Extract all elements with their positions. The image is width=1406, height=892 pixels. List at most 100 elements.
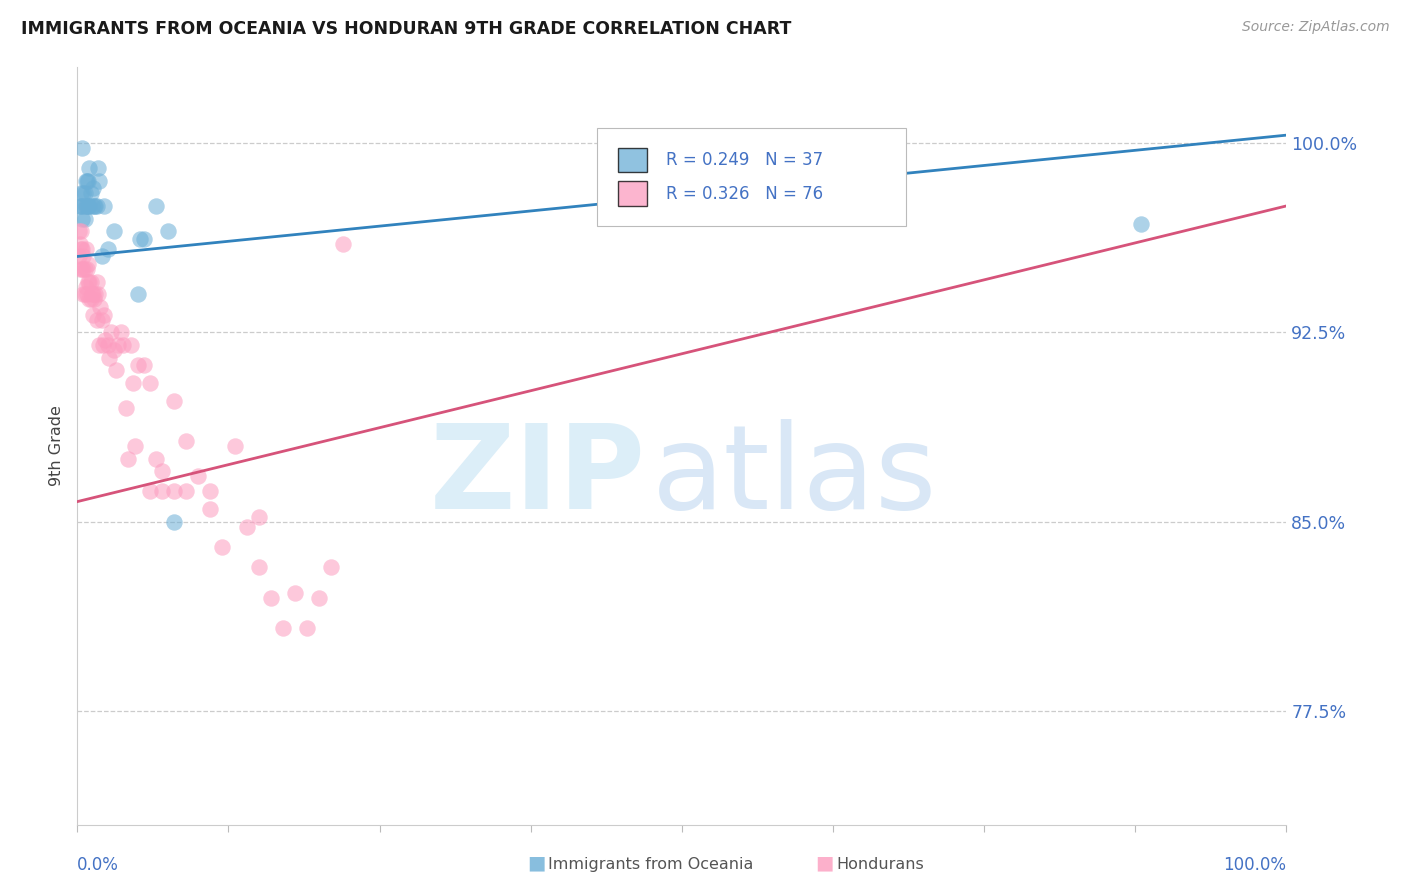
Point [792,186,814,201]
Point [139,376,162,390]
Point [235,520,257,534]
Point [86,312,108,326]
Point [91,338,114,352]
Point [70,224,93,238]
Point [84,287,107,301]
Point [87,287,110,301]
Point [107,338,129,352]
Point [75,199,97,213]
Point [76,287,98,301]
Point [76,262,98,277]
Point [75,173,97,187]
Point [132,358,155,372]
Point [247,509,270,524]
Point [295,621,318,635]
Text: Immigrants from Oceania: Immigrants from Oceania [548,857,754,872]
Point [86,275,108,289]
Point [70,242,93,256]
Point [96,242,118,256]
Point [90,250,112,264]
Point [247,560,270,574]
Point [150,484,173,499]
Point [77,173,100,187]
Point [127,287,149,301]
Point [77,275,100,289]
Point [70,199,93,213]
FancyBboxPatch shape [598,128,905,226]
Point [77,257,100,271]
Point [82,181,104,195]
Text: 100.0%: 100.0% [1223,855,1286,873]
Point [80,199,103,213]
Point [87,338,110,352]
Point [117,451,139,466]
Point [93,308,115,322]
Point [127,358,149,372]
Point [150,464,173,478]
Text: 0.0%: 0.0% [77,855,120,873]
Point [157,224,180,238]
Point [321,560,343,574]
Point [200,484,222,499]
Text: atlas: atlas [652,419,936,533]
Point [224,439,246,453]
Point [94,333,117,347]
Point [82,308,104,322]
Point [73,262,96,277]
Point [163,484,186,499]
Text: R = 0.249   N = 37: R = 0.249 N = 37 [666,151,824,169]
Point [100,325,122,339]
Point [79,186,101,201]
Point [70,186,93,201]
Point [93,199,115,213]
Point [308,591,330,605]
Point [73,186,96,201]
Point [72,250,94,264]
Point [114,401,136,415]
Point [72,199,94,213]
Point [110,325,132,339]
Point [87,161,110,175]
Point [82,287,104,301]
Point [86,199,108,213]
Point [84,199,107,213]
Point [174,484,197,499]
Point [187,469,209,483]
Text: Hondurans: Hondurans [837,857,924,872]
Point [79,275,101,289]
Point [174,434,197,448]
Point [124,439,146,453]
Point [103,224,125,238]
Point [211,540,233,554]
Point [163,515,186,529]
Point [120,338,142,352]
Y-axis label: 9th Grade: 9th Grade [49,406,65,486]
Point [103,343,125,357]
Text: IMMIGRANTS FROM OCEANIA VS HONDURAN 9TH GRADE CORRELATION CHART: IMMIGRANTS FROM OCEANIA VS HONDURAN 9TH … [21,20,792,37]
Point [200,502,222,516]
Point [70,242,93,256]
Point [79,275,101,289]
Point [97,351,120,365]
Point [89,300,111,314]
Point [67,224,90,238]
Point [79,199,101,213]
Text: ZIP: ZIP [430,419,645,533]
Point [73,211,96,226]
Point [75,280,97,294]
Point [72,287,94,301]
Point [72,186,94,201]
Point [90,312,112,326]
Text: ■: ■ [815,854,834,872]
Point [284,585,307,599]
Point [80,287,103,301]
Point [129,232,152,246]
Point [69,262,91,277]
Point [139,484,162,499]
Point [76,173,98,187]
Point [79,293,101,307]
Point [75,242,97,256]
Point [122,376,145,390]
Point [83,293,105,307]
Point [163,393,186,408]
